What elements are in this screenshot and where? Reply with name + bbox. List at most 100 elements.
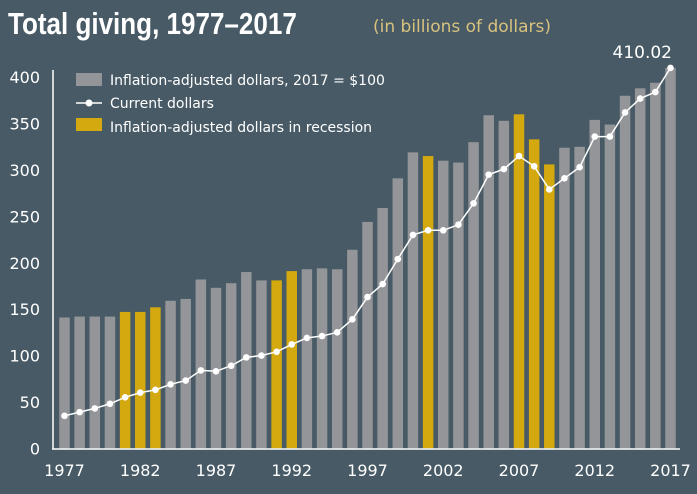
current-dollars-point [121,393,129,401]
y-tick-label: 200 [9,254,40,273]
bar [347,249,358,449]
current-dollars-point [227,362,235,370]
bar [104,316,116,449]
bar [665,67,676,449]
bar [468,142,479,449]
legend-swatch-recession [76,118,102,131]
bar [438,160,449,449]
x-axis-ticks: 1977 1982 1987 1992 1997 2002 2007 2012 2017 [44,461,691,480]
legend-swatch-current-dot [85,99,93,107]
bar [498,120,510,449]
bar [180,298,191,449]
x-tick-label: 1992 [271,461,312,480]
bar [74,316,85,449]
current-dollars-point [667,64,674,72]
current-dollars-point [318,332,326,340]
y-axis-ticks: 0 50 100 150 200 250 300 350 400 [9,68,40,458]
bar [165,300,176,449]
bar [377,208,388,449]
current-dollars-point [76,408,83,416]
y-tick-label: 50 [20,393,40,412]
current-dollars-point [409,231,417,239]
x-tick-label: 1977 [44,461,85,480]
legend-label-current: Current dollars [110,96,214,112]
current-dollars-point [288,341,296,348]
bar [362,221,373,449]
x-tick-label: 2017 [650,461,691,480]
recession-bar [286,271,297,449]
recession-bar [150,307,161,449]
x-tick-label: 2012 [574,461,615,480]
current-dollars-point [182,377,189,384]
current-dollars-point [500,165,508,173]
current-dollars-point [106,400,114,408]
bar [559,147,570,449]
legend-label-recession: Inflation-adjusted dollars in recession [110,120,372,136]
current-dollars-point [591,133,599,140]
bar [407,152,419,449]
current-dollars-point [273,348,280,356]
current-dollars-point [455,221,462,229]
current-dollars-point [485,171,493,178]
legend-label-inflation: Inflation-adjusted dollars, 2017 = $100 [110,73,385,89]
current-dollars-point [439,226,447,234]
current-dollars-point [258,352,265,359]
current-dollars-point [394,255,402,263]
current-dollars-point [515,152,523,160]
y-tick-label: 300 [9,161,40,180]
current-dollars-point [136,389,144,396]
bar [574,146,585,449]
bar [301,269,313,449]
recession-bar [528,139,540,449]
legend: Inflation-adjusted dollars, 2017 = $100 … [76,73,385,136]
chart-subtitle: (in billions of dollars) [373,17,551,37]
x-tick-label: 1997 [347,461,388,480]
bars [59,67,676,449]
y-tick-label: 150 [9,300,40,319]
bar [195,279,207,449]
current-dollars-point [303,334,311,342]
recession-bar [513,114,525,449]
x-tick-label: 1987 [196,461,237,480]
current-dollars-point [349,316,356,323]
current-dollars-point [636,95,644,102]
current-dollars-point [424,226,432,234]
bar [619,95,631,449]
current-dollars-point [61,412,68,420]
y-tick-label: 400 [9,68,40,87]
bar [634,88,646,449]
recession-bar [119,311,131,449]
y-tick-label: 350 [9,115,40,134]
bar [604,124,616,449]
data-label-2017: 410.02 [613,43,672,63]
recession-bar [544,164,555,449]
current-dollars-point [652,88,659,96]
bar [650,82,661,449]
bar [392,178,404,449]
bar [89,316,101,449]
chart-title: Total giving, 1977–2017 [8,7,297,42]
current-dollars-point [621,109,629,116]
y-tick-label: 100 [9,347,40,366]
y-tick-label: 0 [30,439,40,458]
x-tick-label: 2007 [499,461,540,480]
current-dollars-point [546,186,553,193]
recession-bar [271,280,282,449]
bar [256,280,267,449]
current-dollars-point [212,367,220,375]
current-dollars-point [530,162,538,170]
recession-bar [135,311,146,449]
x-tick-label: 2002 [423,461,464,480]
current-dollars-point [364,293,371,301]
current-dollars-point [167,380,174,388]
bar [316,268,328,449]
current-dollars-point [333,329,341,336]
current-dollars-point [91,405,99,412]
current-dollars-point [576,163,583,171]
bar [59,317,70,449]
recession-bar [422,156,434,449]
bar [453,162,464,449]
legend-swatch-inflation [76,73,102,86]
current-dollars-point [152,386,159,394]
